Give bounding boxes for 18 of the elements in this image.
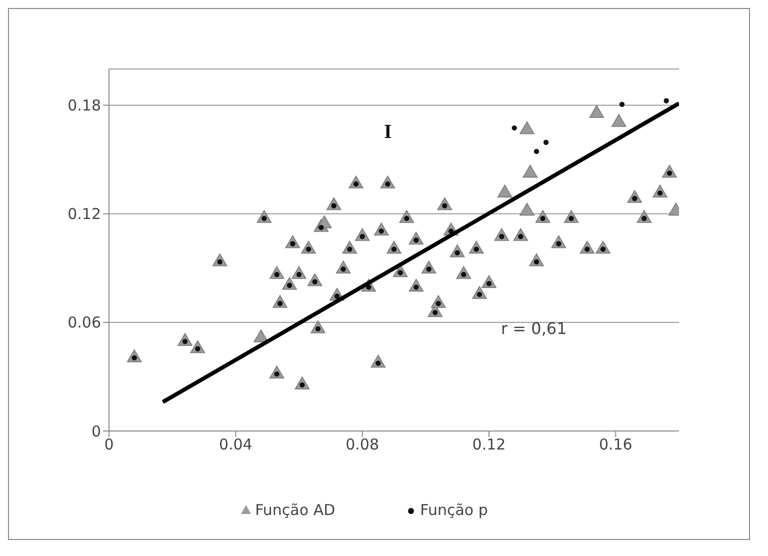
annotation: r = 0,61: [501, 319, 567, 338]
annotation: I: [384, 121, 392, 144]
point: [512, 125, 517, 131]
point: [664, 98, 669, 104]
x-tick-label: 0.04: [218, 436, 252, 454]
x-tick-label: 0.16: [598, 436, 632, 454]
y-tick-label: 0: [91, 422, 101, 440]
legend-label: Função AD: [254, 501, 336, 519]
y-tick-label: 0.18: [68, 96, 101, 115]
x-tick-label: 0: [104, 436, 114, 454]
y-tick-label: 0.06: [68, 314, 101, 332]
x-tick-label: 0.08: [346, 436, 380, 454]
point: [619, 102, 625, 107]
legend-label: Função p: [419, 501, 488, 519]
x-tick-label: 0.12: [472, 436, 506, 454]
point: [543, 140, 549, 145]
point: [534, 148, 540, 154]
y-tick-label: 0.12: [68, 205, 101, 224]
